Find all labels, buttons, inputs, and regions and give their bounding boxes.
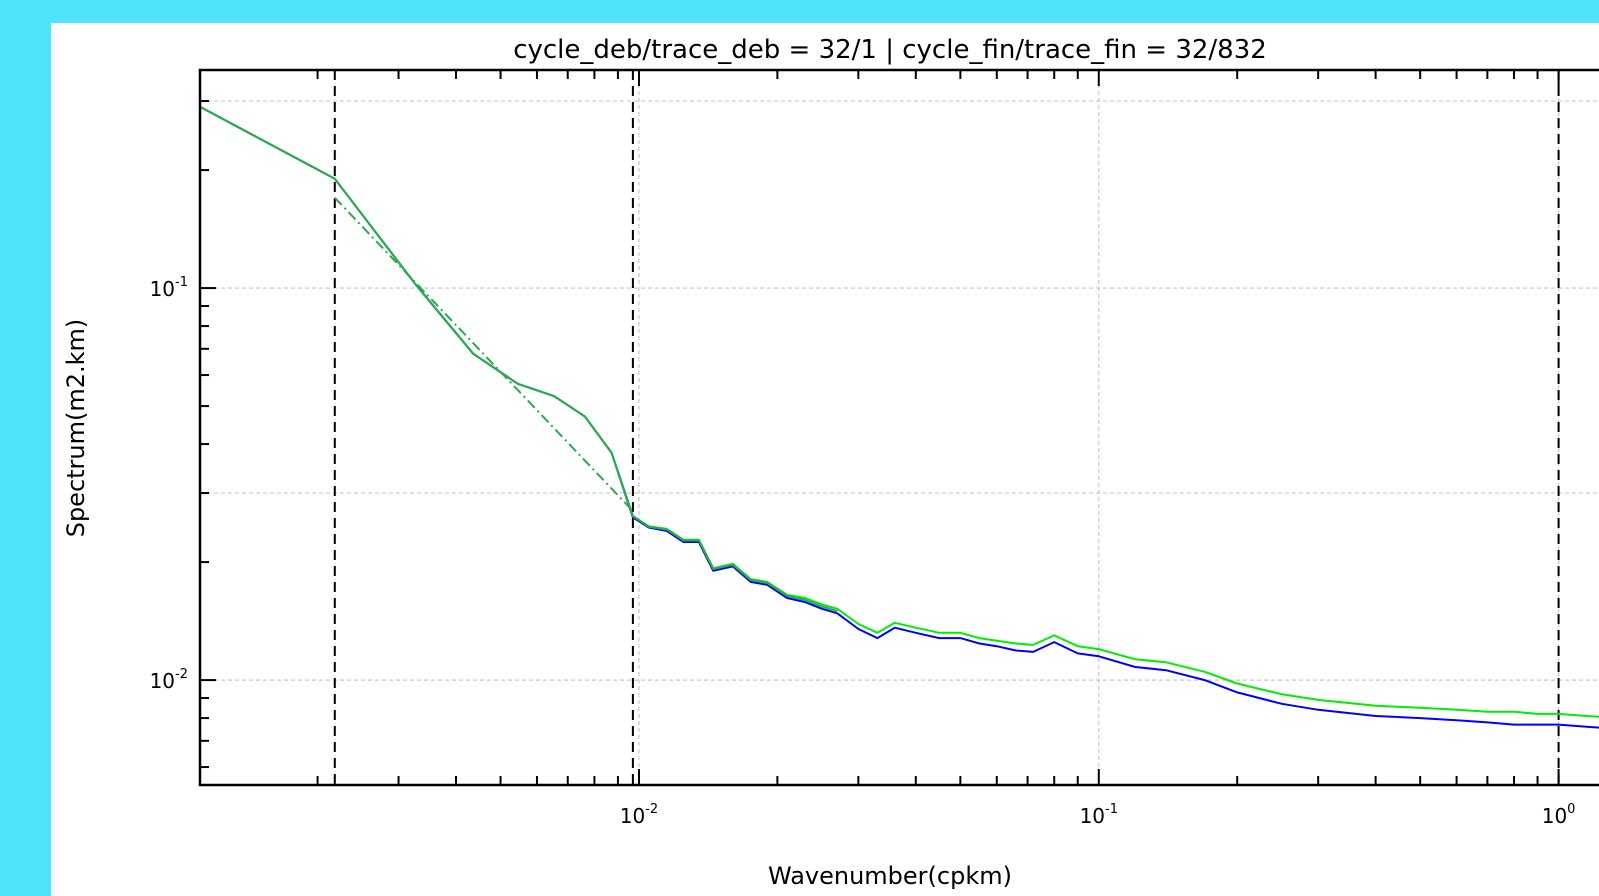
x-axis-label: Wavenumber(cpkm) bbox=[768, 862, 1012, 890]
x-tick-label: 100 bbox=[1542, 802, 1576, 828]
y-axis-label: Spectrum(m2.km) bbox=[62, 319, 90, 538]
figure-panel bbox=[51, 23, 1599, 896]
y-tick-label: 10-2 bbox=[150, 667, 188, 693]
series-line bbox=[199, 105, 1599, 729]
chart-title: cycle_deb/trace_deb = 32/1 | cycle_fin/t… bbox=[513, 35, 1267, 65]
grid-layer bbox=[200, 70, 1599, 785]
vertical-marker-layer bbox=[333, 70, 1560, 785]
series-line bbox=[334, 197, 634, 512]
tick-layer bbox=[200, 70, 1560, 785]
series-line bbox=[199, 105, 1599, 718]
x-tick-label: 10-2 bbox=[620, 802, 658, 828]
tick-label-layer: 10-2 10-1 100 10-1 10-2 bbox=[150, 275, 1576, 828]
y-tick-label: 10-1 bbox=[150, 275, 188, 301]
plot-frame bbox=[198, 68, 1599, 787]
series-layer bbox=[199, 105, 1599, 729]
x-tick-label: 10-1 bbox=[1080, 802, 1118, 828]
series-line bbox=[199, 105, 838, 613]
